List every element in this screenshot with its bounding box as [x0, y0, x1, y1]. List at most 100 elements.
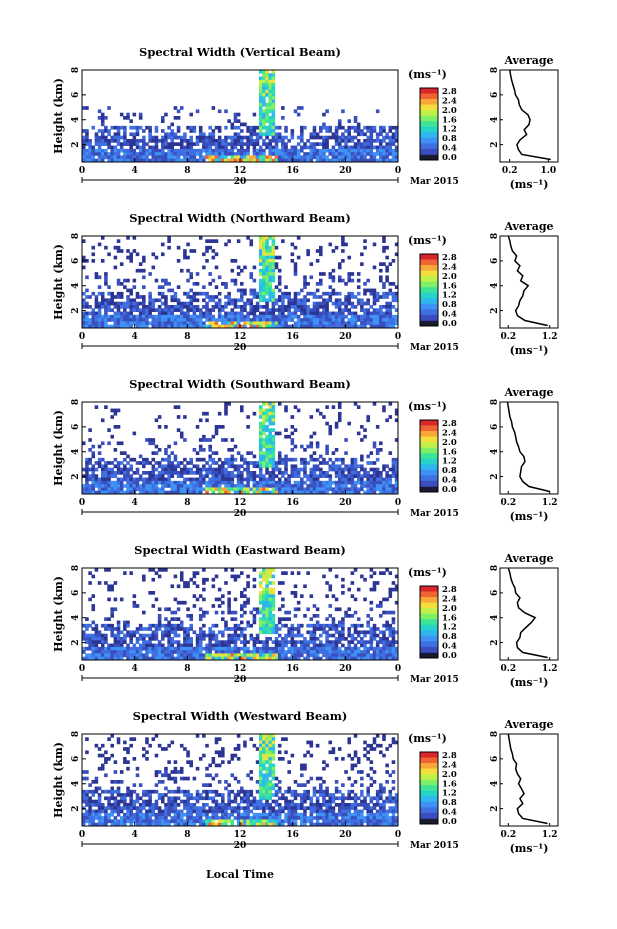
heatmap-cell [104, 474, 108, 478]
heatmap-cell [240, 454, 244, 459]
colorbar-segment [420, 148, 438, 155]
heatmap-cell [183, 477, 187, 482]
heatmap-cell [258, 434, 263, 439]
heatmap-cell [337, 650, 342, 654]
heatmap-cell [167, 650, 171, 654]
heatmap-cell [240, 484, 244, 488]
heatmap-cell [258, 431, 263, 436]
heatmap-cell [246, 623, 250, 628]
heatmap-cell [195, 308, 200, 312]
heatmap-cell [107, 285, 111, 289]
heatmap-cell [100, 809, 105, 814]
heatmap-cell [252, 614, 257, 618]
heatmap-cell [331, 467, 336, 472]
heatmap-cell [240, 158, 244, 163]
heatmap-cell [315, 656, 320, 661]
heatmap-cell [94, 474, 99, 478]
heatmap-cell [312, 480, 317, 485]
heatmap-cell [82, 135, 86, 140]
heatmap-cell [142, 464, 146, 469]
heatmap-cell [179, 480, 184, 485]
heatmap-cell [309, 145, 314, 150]
heatmap-cell [113, 255, 118, 260]
heatmap-cell [129, 796, 133, 801]
heatmap-cell [382, 630, 386, 635]
heatmap-cell [138, 637, 143, 641]
heatmap-cell [145, 158, 149, 163]
heatmap-cell [315, 627, 320, 631]
heatmap-cell [363, 139, 367, 143]
heatmap-cell [88, 803, 92, 807]
heatmap-cell [224, 314, 228, 319]
heatmap-cell [151, 737, 156, 741]
heatmap-cell [382, 236, 386, 240]
heatmap-cell [319, 125, 323, 130]
heatmap-cell [91, 490, 96, 495]
heatmap-cell [268, 96, 272, 100]
heatmap-cell [240, 477, 244, 482]
heatmap-cell [277, 148, 282, 153]
heatmap-cell [246, 129, 250, 133]
heatmap-cell [372, 155, 377, 160]
heatmap-cell [353, 135, 358, 140]
heatmap-cell [300, 288, 304, 293]
heatmap-cell [151, 457, 156, 462]
heatmap-cell [249, 656, 254, 661]
heatmap-cell [138, 627, 143, 631]
heatmap-cell [129, 318, 133, 322]
heatmap-cell [104, 809, 108, 814]
heatmap-cell [262, 474, 266, 478]
heatmap-cell [284, 480, 288, 485]
heatmap-cell [176, 314, 181, 319]
heatmap-cell [341, 490, 345, 495]
heatmap-cell [82, 646, 86, 651]
heatmap-cell [227, 477, 231, 482]
heatmap-cell [227, 324, 231, 329]
heatmap-cell [366, 650, 370, 654]
heatmap-cell [123, 318, 127, 322]
heatmap-cell [388, 633, 393, 638]
heatmap-cell [271, 640, 276, 644]
avg-profile-line [506, 401, 550, 493]
heatmap-cell [107, 819, 111, 824]
heatmap-cell [192, 604, 197, 608]
heatmap-cell [325, 311, 329, 316]
heatmap-cell [176, 405, 181, 409]
heatmap-cell [341, 324, 345, 329]
heatmap-cell [277, 288, 282, 293]
heatmap-cell [240, 614, 244, 618]
heatmap-cell [240, 122, 244, 127]
heatmap-cell [224, 158, 228, 163]
heatmap-cell [268, 129, 272, 133]
heatmap-cell [356, 650, 361, 654]
heatmap-cell [385, 656, 389, 661]
heatmap-cell [161, 637, 165, 641]
heatmap-cell [287, 474, 291, 478]
heatmap-cell [296, 236, 301, 240]
heatmap-cell [265, 252, 269, 257]
heatmap-cell [262, 630, 266, 635]
heatmap-cell [315, 480, 320, 485]
heatmap-cell [262, 122, 266, 127]
heatmap-cell [331, 288, 336, 293]
heatmap-cell [100, 803, 105, 807]
heatmap-cell [224, 490, 228, 495]
heatmap-cell [217, 275, 222, 280]
heatmap-cell [268, 139, 272, 143]
heatmap-cell [113, 305, 118, 309]
colorbar-segment [420, 309, 438, 316]
heatmap-cell [322, 305, 326, 309]
heatmap-cell [88, 812, 92, 817]
heatmap-cell [104, 757, 108, 761]
heatmap-cell [192, 321, 197, 326]
y-tick-label: 2 [71, 307, 81, 313]
heatmap-cell [82, 816, 86, 820]
heatmap-cell [142, 301, 146, 306]
heatmap-cell [198, 418, 203, 423]
heatmap-cell [176, 308, 181, 312]
heatmap-cell [123, 305, 127, 309]
heatmap-cell [88, 656, 92, 661]
heatmap-cell [94, 627, 99, 631]
heatmap-cell [331, 405, 336, 409]
heatmap-cell [94, 142, 99, 146]
